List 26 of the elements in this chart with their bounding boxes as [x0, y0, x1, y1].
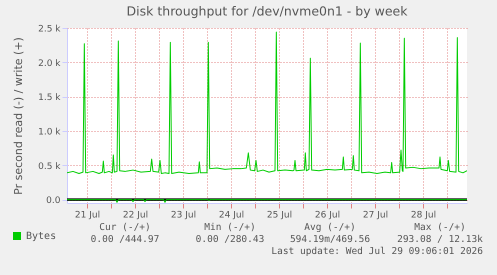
x-tick-label: 26 Jul: [314, 210, 340, 220]
x-tick-label: 27 Jul: [362, 210, 388, 220]
text: Min (-/+): [204, 222, 256, 233]
y-tick-label: 2.5 k: [38, 24, 62, 34]
text: Last update: Wed Jul 29 09:06:01 2026: [271, 246, 483, 257]
x-tick-label: 25 Jul: [266, 210, 292, 220]
text: 594.19m/469.56: [290, 234, 370, 245]
x-tick-label: 22 Jul: [122, 210, 148, 220]
y-tick-label: 1.0 k: [38, 127, 62, 138]
y-tick-label: 0.5 k: [38, 162, 62, 172]
text: Avg (-/+): [304, 222, 356, 233]
y-axis-title: Pr second read (-) / write (+): [12, 37, 26, 195]
text: 0.00 /444.97: [90, 234, 160, 245]
legend-label: Bytes: [26, 231, 56, 242]
x-tick-label: 28 Jul: [410, 210, 436, 220]
y-tick-label: 1.5 k: [38, 93, 62, 104]
y-tick-label: 2.0 k: [38, 58, 62, 69]
x-tick-label: 21 Jul: [74, 210, 100, 220]
chart-title: Disk throughput for /dev/nvme0n1 - by week: [126, 4, 408, 18]
y-tick-label: 0.0: [46, 196, 61, 206]
text: 0.00 /280.43: [196, 234, 264, 245]
text: 293.08 / 12.13k: [397, 234, 483, 245]
text: Cur (-/+): [99, 222, 151, 233]
x-tick-label: 23 Jul: [170, 210, 196, 220]
x-tick-label: 24 Jul: [218, 210, 244, 220]
text: Max (-/+): [414, 222, 466, 233]
